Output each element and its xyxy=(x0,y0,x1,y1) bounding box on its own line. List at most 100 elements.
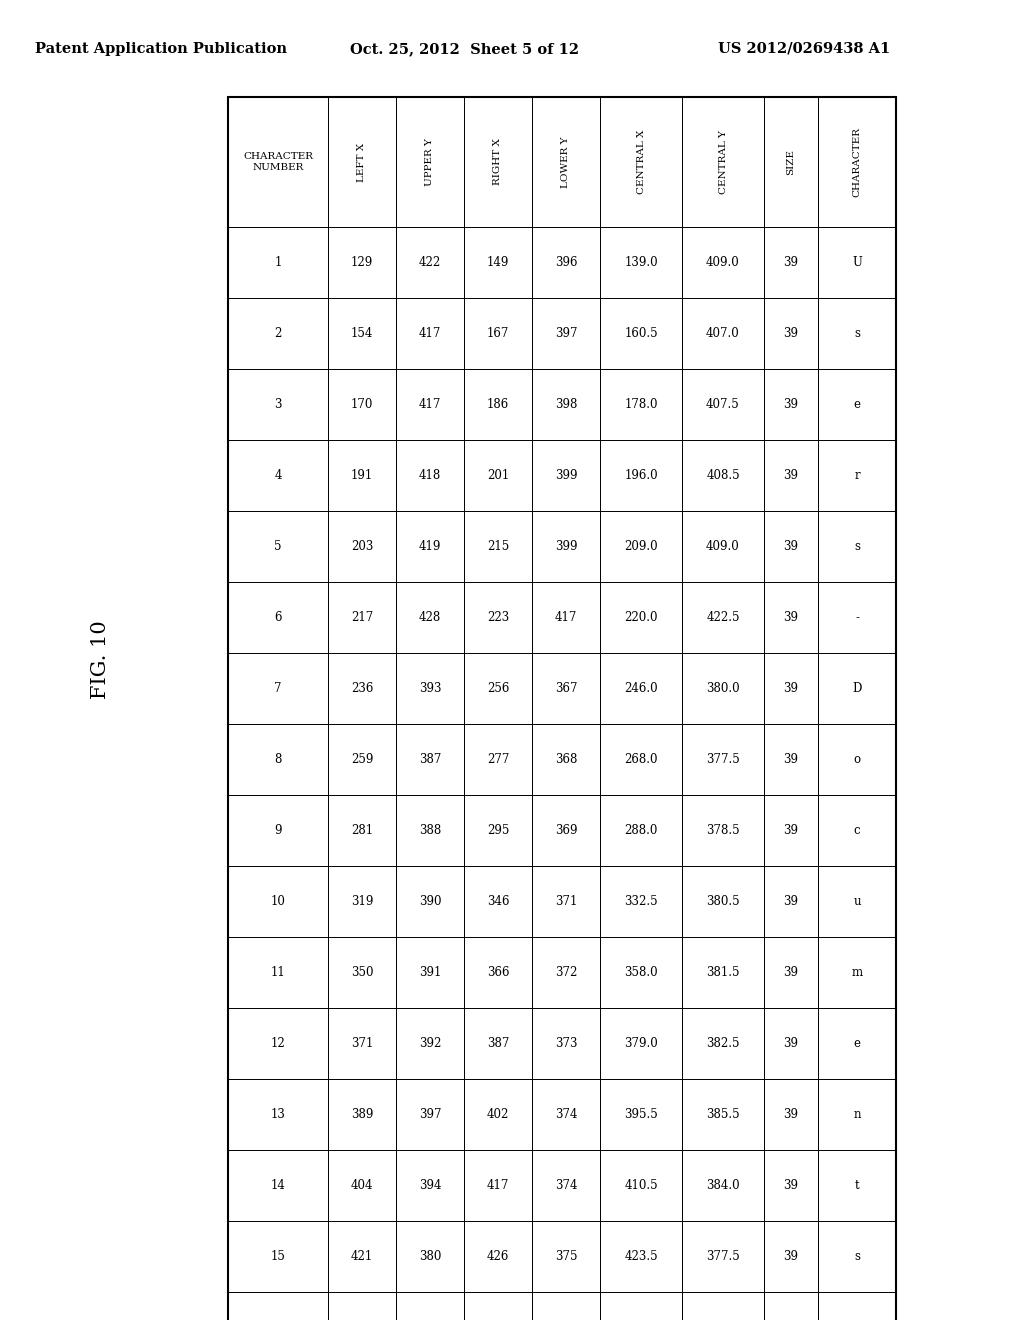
Bar xyxy=(228,937,328,1008)
Text: 393: 393 xyxy=(419,682,441,696)
Bar xyxy=(682,298,764,370)
Bar xyxy=(818,723,896,795)
Text: Patent Application Publication: Patent Application Publication xyxy=(35,42,287,55)
Bar xyxy=(328,370,396,440)
Text: 170: 170 xyxy=(351,399,373,411)
Bar xyxy=(818,370,896,440)
Text: 423.5: 423.5 xyxy=(625,1250,657,1263)
Text: 39: 39 xyxy=(783,752,799,766)
Bar xyxy=(328,582,396,653)
Bar xyxy=(464,96,532,227)
Bar xyxy=(464,1292,532,1320)
Text: 39: 39 xyxy=(783,1038,799,1049)
Text: 236: 236 xyxy=(351,682,373,696)
Bar xyxy=(818,298,896,370)
Bar xyxy=(764,1150,818,1221)
Bar xyxy=(532,653,600,723)
Bar xyxy=(228,511,328,582)
Bar xyxy=(464,795,532,866)
Text: CHARACTER: CHARACTER xyxy=(853,127,861,197)
Text: 39: 39 xyxy=(783,469,799,482)
Bar xyxy=(228,1292,328,1320)
Text: 358.0: 358.0 xyxy=(625,966,657,979)
Bar xyxy=(764,795,818,866)
Text: RIGHT X: RIGHT X xyxy=(494,139,503,185)
Bar xyxy=(228,1150,328,1221)
Bar xyxy=(228,298,328,370)
Text: t: t xyxy=(855,1179,859,1192)
Bar xyxy=(532,1150,600,1221)
Text: SIZE: SIZE xyxy=(786,149,796,176)
Text: 367: 367 xyxy=(555,682,578,696)
Bar xyxy=(464,653,532,723)
Bar xyxy=(600,937,682,1008)
Text: 377.5: 377.5 xyxy=(707,1250,740,1263)
Text: 374: 374 xyxy=(555,1179,578,1192)
Bar xyxy=(464,937,532,1008)
Bar xyxy=(396,937,464,1008)
Bar xyxy=(532,582,600,653)
Text: 387: 387 xyxy=(486,1038,509,1049)
Bar xyxy=(328,440,396,511)
Text: 3: 3 xyxy=(274,399,282,411)
Text: 246.0: 246.0 xyxy=(625,682,657,696)
Text: c: c xyxy=(854,824,860,837)
Text: s: s xyxy=(854,327,860,341)
Bar xyxy=(764,1008,818,1078)
Bar xyxy=(396,1078,464,1150)
Bar xyxy=(328,511,396,582)
Bar xyxy=(600,96,682,227)
Text: 39: 39 xyxy=(783,256,799,269)
Bar xyxy=(818,511,896,582)
Bar xyxy=(464,1008,532,1078)
Text: 223: 223 xyxy=(486,611,509,624)
Bar xyxy=(328,1008,396,1078)
Text: 391: 391 xyxy=(419,966,441,979)
Bar xyxy=(228,582,328,653)
Text: 39: 39 xyxy=(783,1107,799,1121)
Bar xyxy=(328,1292,396,1320)
Bar xyxy=(600,582,682,653)
Text: 268.0: 268.0 xyxy=(625,752,657,766)
Bar xyxy=(328,96,396,227)
Text: 209.0: 209.0 xyxy=(625,540,657,553)
Bar xyxy=(532,96,600,227)
Text: 39: 39 xyxy=(783,540,799,553)
Text: 39: 39 xyxy=(783,327,799,341)
Text: 381.5: 381.5 xyxy=(707,966,739,979)
Text: 417: 417 xyxy=(486,1179,509,1192)
Bar xyxy=(328,298,396,370)
Bar xyxy=(396,96,464,227)
Text: 2: 2 xyxy=(274,327,282,341)
Bar xyxy=(464,582,532,653)
Bar xyxy=(464,1221,532,1292)
Bar xyxy=(532,440,600,511)
Bar xyxy=(396,866,464,937)
Text: 418: 418 xyxy=(419,469,441,482)
Text: U: U xyxy=(852,256,862,269)
Text: 387: 387 xyxy=(419,752,441,766)
Text: 129: 129 xyxy=(351,256,373,269)
Text: 402: 402 xyxy=(486,1107,509,1121)
Bar xyxy=(682,582,764,653)
Bar xyxy=(600,227,682,298)
Text: LOWER Y: LOWER Y xyxy=(561,136,570,187)
Text: 404: 404 xyxy=(351,1179,374,1192)
Text: 160.5: 160.5 xyxy=(625,327,657,341)
Text: 417: 417 xyxy=(419,327,441,341)
Text: CHARACTER
NUMBER: CHARACTER NUMBER xyxy=(243,152,313,172)
Text: 398: 398 xyxy=(555,399,578,411)
Text: 374: 374 xyxy=(555,1107,578,1121)
Text: 388: 388 xyxy=(419,824,441,837)
Text: 379.0: 379.0 xyxy=(624,1038,657,1049)
Text: 15: 15 xyxy=(270,1250,286,1263)
Bar xyxy=(682,1150,764,1221)
Bar xyxy=(328,653,396,723)
Bar xyxy=(818,866,896,937)
Text: m: m xyxy=(851,966,862,979)
Text: 373: 373 xyxy=(555,1038,578,1049)
Bar xyxy=(228,1078,328,1150)
Bar xyxy=(328,1221,396,1292)
Bar xyxy=(600,1078,682,1150)
Bar xyxy=(396,1221,464,1292)
